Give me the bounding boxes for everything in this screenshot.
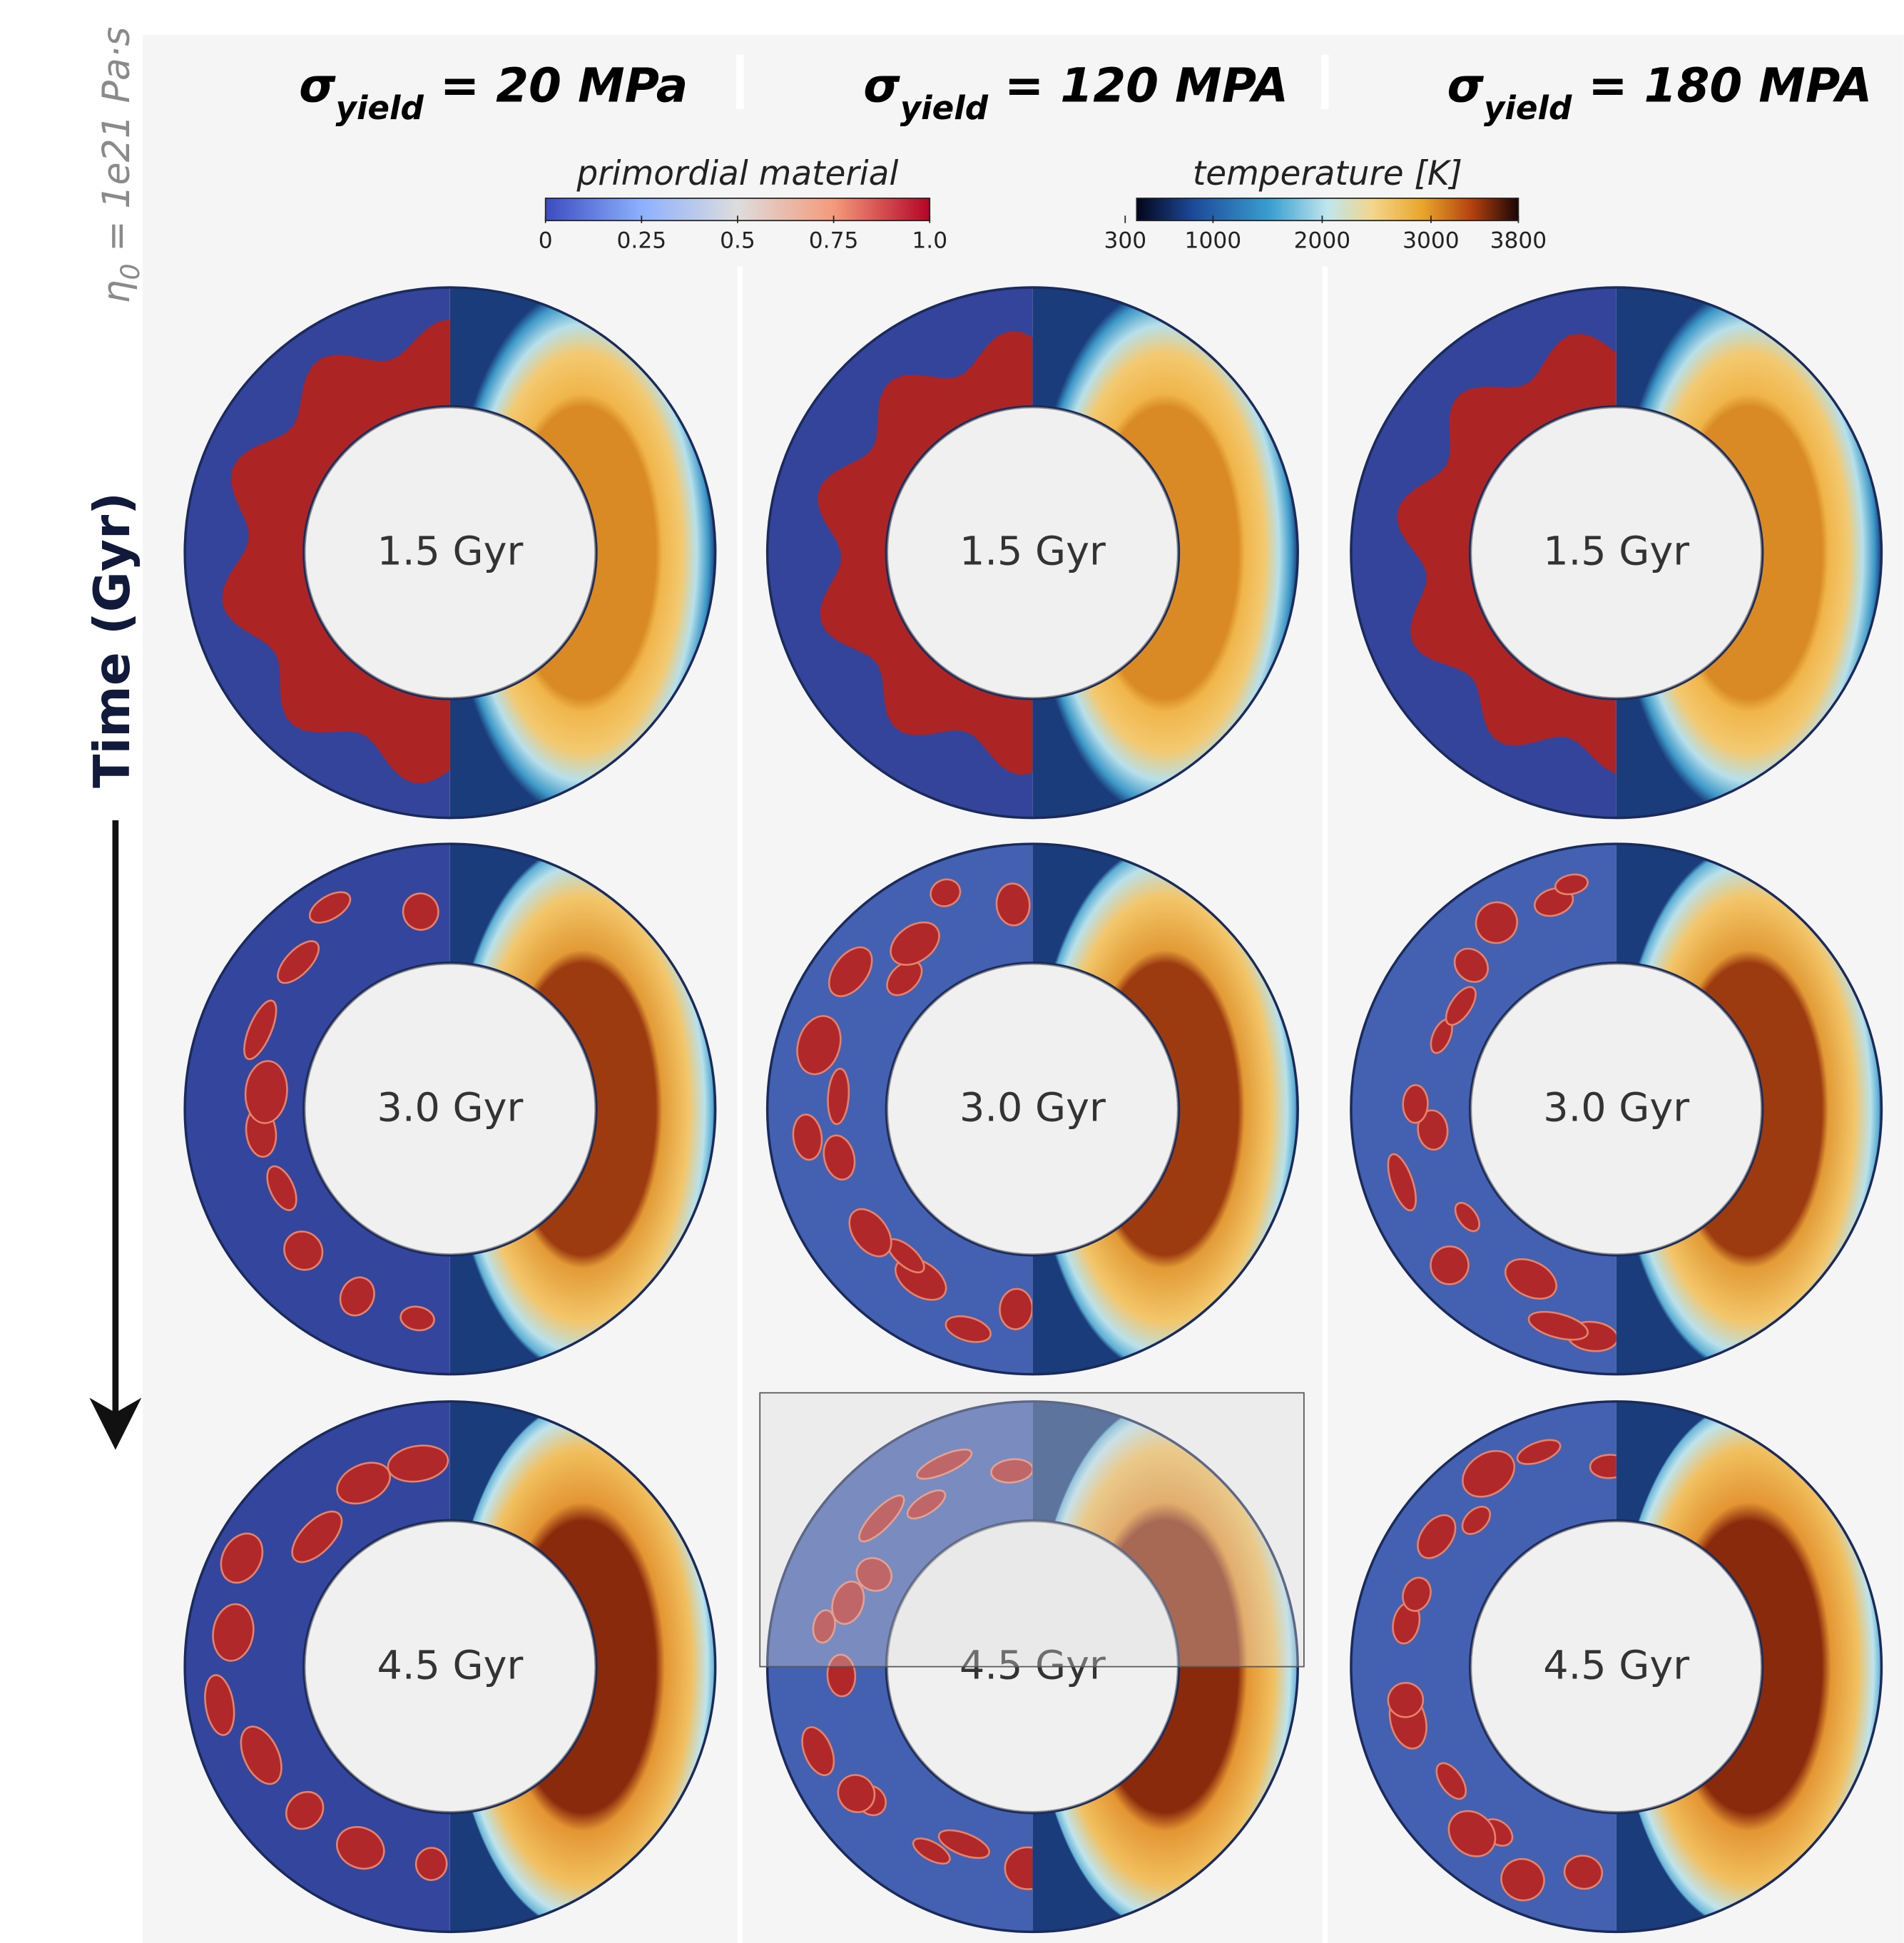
panel-label: 3.0 Gyr xyxy=(1543,1085,1689,1131)
colorbar-title: temperature [K] xyxy=(1193,154,1462,193)
panel: 1.5 Gyr xyxy=(1351,287,1882,818)
side-symbol: η xyxy=(96,280,138,304)
primordial-blob xyxy=(1402,1085,1428,1123)
panel-label: 1.5 Gyr xyxy=(377,529,523,575)
panels: 1.5 Gyr 1.5 Gyr 1.5 Gyr 3.0 Gyr 3.0 Gyr 3.0 G… xyxy=(185,287,1881,1932)
colorbar xyxy=(1136,198,1518,220)
colorbar-title: primordial material xyxy=(576,154,899,193)
colorbar-tick-label: 1.0 xyxy=(912,228,947,253)
separator xyxy=(1321,54,1328,108)
separator xyxy=(1323,267,1328,1943)
panel-label: 3.0 Gyr xyxy=(959,1085,1106,1131)
panel: 1.5 Gyr xyxy=(185,287,716,818)
time-axis-label: Time (Gyr) xyxy=(84,492,141,788)
panel-label: 4.5 Gyr xyxy=(1543,1642,1689,1688)
title-symbol: σ xyxy=(1447,58,1485,113)
figure: η0 = 1e21 Pa·s Time (Gyr) σyield = 20 MP… xyxy=(0,0,1904,1943)
panel-label: 4.5 Gyr xyxy=(377,1642,523,1688)
colorbar-tick-label: 2000 xyxy=(1294,228,1351,253)
title-text: = 20 MPa xyxy=(424,58,688,113)
separator xyxy=(738,267,743,1943)
side-subscript: 0 xyxy=(115,263,146,280)
panel: 4.5 Gyr xyxy=(1351,1402,1882,1932)
title-subscript: yield xyxy=(336,89,424,127)
panel: 3.0 Gyr xyxy=(768,844,1298,1375)
colorbar-tick-label: 0.75 xyxy=(809,228,859,253)
title-symbol: σ xyxy=(299,58,336,113)
title-text: = 180 MPA xyxy=(1572,58,1872,113)
colorbar-tick-label: 3000 xyxy=(1402,228,1460,253)
title-symbol: σ xyxy=(863,58,900,113)
side-label: η0 = 1e21 Pa·s xyxy=(96,26,146,303)
colorbar-tick-label: 1000 xyxy=(1185,228,1242,253)
panel-label: 1.5 Gyr xyxy=(959,529,1106,575)
panel: 4.5 Gyr xyxy=(185,1402,716,1932)
title-subscript: yield xyxy=(900,89,989,127)
title-text: = 120 MPA xyxy=(988,58,1288,113)
colorbar-tick-label: 0 xyxy=(539,228,553,253)
colorbar-tick-label: 0.5 xyxy=(720,228,755,253)
panel: 1.5 Gyr xyxy=(768,287,1298,818)
panel: 3.0 Gyr xyxy=(1351,844,1882,1375)
colorbar-tick-label: 3800 xyxy=(1490,228,1547,253)
highlight-box xyxy=(760,1393,1304,1667)
panel-label: 3.0 Gyr xyxy=(377,1085,523,1131)
separator xyxy=(736,54,743,108)
colorbar-tick-label: 300 xyxy=(1104,228,1146,253)
panel-label: 1.5 Gyr xyxy=(1543,529,1689,575)
title-subscript: yield xyxy=(1484,89,1572,127)
panel: 3.0 Gyr xyxy=(185,844,716,1375)
colorbar-tick-label: 0.25 xyxy=(617,228,667,253)
side-text: = 1e21 Pa·s xyxy=(96,26,138,263)
